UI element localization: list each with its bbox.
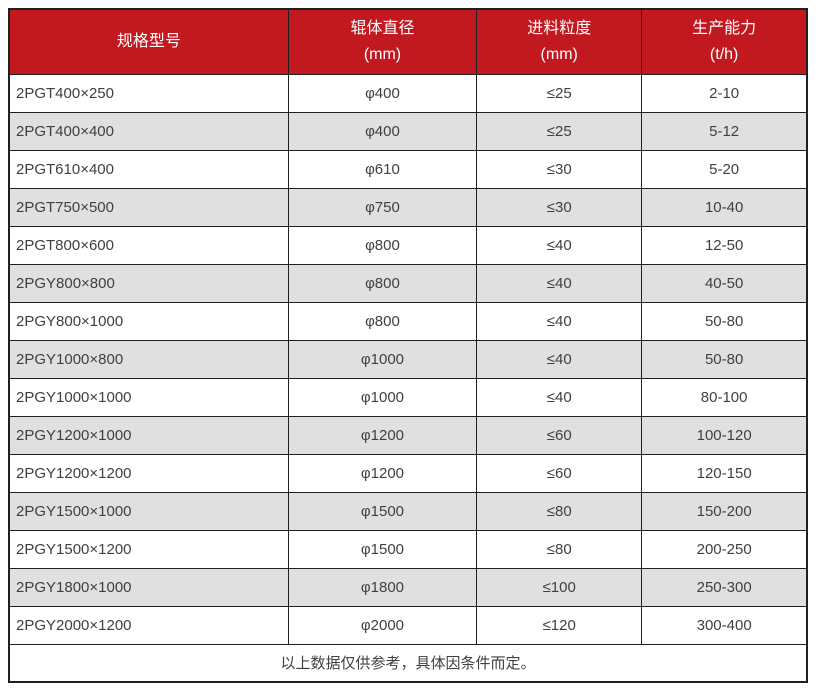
- header-col-model: 规格型号: [8, 8, 289, 75]
- table-row: 2PGY2000×1200 φ2000 ≤120 300-400: [8, 605, 808, 645]
- table-row: 2PGT750×500 φ750 ≤30 10-40: [8, 187, 808, 227]
- table-row: 2PGT610×400 φ610 ≤30 5-20: [8, 149, 808, 189]
- table-row: 2PGY1000×800 φ1000 ≤40 50-80: [8, 339, 808, 379]
- value-cell: 120-150: [641, 453, 808, 493]
- table-row: 2PGT800×600 φ800 ≤40 12-50: [8, 225, 808, 265]
- value-cell: φ1500: [287, 491, 478, 531]
- header-col-capacity-label: 生产能力: [692, 19, 757, 37]
- value-cell: ≤40: [476, 377, 643, 417]
- table-row: 2PGY1500×1000 φ1500 ≤80 150-200: [8, 491, 808, 531]
- value-cell: 300-400: [641, 605, 808, 645]
- value-cell: ≤60: [476, 415, 643, 455]
- footnote-row: 以上数据仅供参考，具体因条件而定。: [8, 643, 808, 683]
- value-cell: 2-10: [641, 73, 808, 113]
- value-cell: φ1000: [287, 377, 478, 417]
- model-cell: 2PGY800×800: [8, 263, 289, 303]
- value-cell: φ750: [287, 187, 478, 227]
- value-cell: φ1200: [287, 453, 478, 493]
- value-cell: ≤80: [476, 529, 643, 569]
- value-cell: φ800: [287, 301, 478, 341]
- value-cell: 50-80: [641, 339, 808, 379]
- model-cell: 2PGY2000×1200: [8, 605, 289, 645]
- model-cell: 2PGY1500×1000: [8, 491, 289, 531]
- table-row: 2PGY1000×1000 φ1000 ≤40 80-100: [8, 377, 808, 417]
- table-footer: 以上数据仅供参考，具体因条件而定。: [8, 643, 808, 683]
- value-cell: φ400: [287, 111, 478, 151]
- table-row: 2PGY1800×1000 φ1800 ≤100 250-300: [8, 567, 808, 607]
- value-cell: ≤40: [476, 301, 643, 341]
- model-cell: 2PGY1000×1000: [8, 377, 289, 417]
- model-cell: 2PGY1200×1000: [8, 415, 289, 455]
- header-col-diameter: 辊体直径 (mm): [287, 8, 478, 75]
- spec-table: 规格型号 辊体直径 (mm) 进料粒度 (mm) 生产能力 (t/h) 2PGT…: [8, 8, 808, 683]
- table-row: 2PGT400×250 φ400 ≤25 2-10: [8, 73, 808, 113]
- table-footnote: 以上数据仅供参考，具体因条件而定。: [8, 643, 808, 683]
- table-row: 2PGY1200×1200 φ1200 ≤60 120-150: [8, 453, 808, 493]
- model-cell: 2PGY1200×1200: [8, 453, 289, 493]
- value-cell: φ400: [287, 73, 478, 113]
- header-col-model-label: 规格型号: [116, 32, 181, 50]
- value-cell: 100-120: [641, 415, 808, 455]
- model-cell: 2PGT800×600: [8, 225, 289, 265]
- value-cell: ≤40: [476, 263, 643, 303]
- value-cell: 80-100: [641, 377, 808, 417]
- table-row: 2PGY800×800 φ800 ≤40 40-50: [8, 263, 808, 303]
- value-cell: φ800: [287, 225, 478, 265]
- value-cell: 5-20: [641, 149, 808, 189]
- value-cell: ≤60: [476, 453, 643, 493]
- value-cell: 200-250: [641, 529, 808, 569]
- model-cell: 2PGT750×500: [8, 187, 289, 227]
- value-cell: φ1200: [287, 415, 478, 455]
- table-row: 2PGY1500×1200 φ1500 ≤80 200-250: [8, 529, 808, 569]
- value-cell: φ1800: [287, 567, 478, 607]
- value-cell: ≤120: [476, 605, 643, 645]
- header-col-feed-size-label: 进料粒度: [527, 19, 592, 37]
- table-row: 2PGT400×400 φ400 ≤25 5-12: [8, 111, 808, 151]
- value-cell: 5-12: [641, 111, 808, 151]
- table-header: 规格型号 辊体直径 (mm) 进料粒度 (mm) 生产能力 (t/h): [8, 8, 808, 75]
- header-col-capacity-unit: (t/h): [709, 45, 739, 63]
- value-cell: 150-200: [641, 491, 808, 531]
- value-cell: 250-300: [641, 567, 808, 607]
- model-cell: 2PGT610×400: [8, 149, 289, 189]
- value-cell: φ2000: [287, 605, 478, 645]
- table-row: 2PGY1200×1000 φ1200 ≤60 100-120: [8, 415, 808, 455]
- value-cell: φ800: [287, 263, 478, 303]
- value-cell: φ610: [287, 149, 478, 189]
- value-cell: 40-50: [641, 263, 808, 303]
- header-col-feed-size: 进料粒度 (mm): [476, 8, 643, 75]
- model-cell: 2PGT400×250: [8, 73, 289, 113]
- value-cell: φ1500: [287, 529, 478, 569]
- value-cell: ≤30: [476, 149, 643, 189]
- value-cell: ≤25: [476, 73, 643, 113]
- table-body: 2PGT400×250 φ400 ≤25 2-10 2PGT400×400 φ400 ≤25…: [8, 73, 808, 645]
- value-cell: 10-40: [641, 187, 808, 227]
- value-cell: 50-80: [641, 301, 808, 341]
- model-cell: 2PGY1800×1000: [8, 567, 289, 607]
- value-cell: ≤30: [476, 187, 643, 227]
- value-cell: ≤100: [476, 567, 643, 607]
- header-row: 规格型号 辊体直径 (mm) 进料粒度 (mm) 生产能力 (t/h): [8, 8, 808, 75]
- value-cell: 12-50: [641, 225, 808, 265]
- table-row: 2PGY800×1000 φ800 ≤40 50-80: [8, 301, 808, 341]
- value-cell: φ1000: [287, 339, 478, 379]
- model-cell: 2PGY1000×800: [8, 339, 289, 379]
- header-col-capacity: 生产能力 (t/h): [641, 8, 808, 75]
- header-col-feed-size-unit: (mm): [540, 45, 578, 63]
- header-col-diameter-unit: (mm): [363, 45, 402, 63]
- model-cell: 2PGY800×1000: [8, 301, 289, 341]
- model-cell: 2PGT400×400: [8, 111, 289, 151]
- value-cell: ≤80: [476, 491, 643, 531]
- model-cell: 2PGY1500×1200: [8, 529, 289, 569]
- header-col-diameter-label: 辊体直径: [350, 19, 415, 37]
- value-cell: ≤40: [476, 225, 643, 265]
- value-cell: ≤40: [476, 339, 643, 379]
- value-cell: ≤25: [476, 111, 643, 151]
